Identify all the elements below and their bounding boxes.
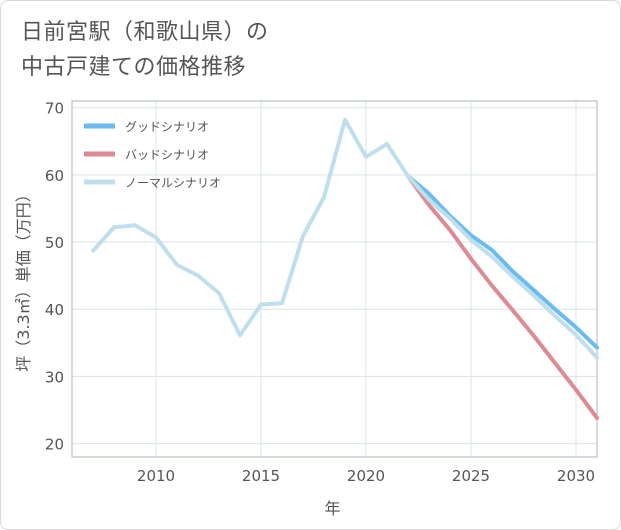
chart-title: 日前宮駅（和歌山県）の 中古戸建ての価格推移 [21, 15, 269, 85]
data-point [196, 274, 200, 278]
y-tick-label: 20 [45, 436, 64, 454]
data-point [574, 325, 578, 329]
y-tick-label: 40 [45, 301, 64, 319]
x-axis-label: 年 [324, 499, 340, 518]
x-tick-label: 2030 [557, 467, 595, 485]
x-tick-label: 2010 [137, 467, 175, 485]
data-point [238, 333, 242, 338]
data-point [469, 233, 473, 237]
chart-title-line2: 中古戸建ての価格推移 [21, 55, 247, 80]
series-2 [406, 174, 599, 420]
data-point [469, 238, 473, 242]
y-tick-label: 50 [45, 234, 64, 252]
data-point [511, 270, 515, 274]
data-point [595, 355, 599, 360]
data-point [427, 203, 431, 207]
data-point [574, 388, 578, 392]
x-tick-label: 2015 [242, 467, 280, 485]
data-point [364, 155, 368, 159]
data-point [511, 308, 515, 313]
legend-label: グッドシナリオ [125, 120, 209, 134]
data-point [154, 235, 158, 239]
x-tick-label: 2025 [452, 467, 490, 485]
y-tick-label: 60 [45, 167, 64, 185]
data-point [322, 195, 326, 199]
data-point [469, 257, 473, 261]
data-point [133, 223, 137, 227]
data-point [490, 255, 494, 259]
data-point [385, 142, 389, 146]
data-point [259, 302, 263, 307]
data-point [490, 284, 494, 288]
data-point [490, 248, 494, 252]
data-point [448, 228, 452, 232]
legend-label: バッドシナリオ [125, 148, 209, 162]
data-point [301, 234, 305, 238]
series-3 [91, 117, 599, 360]
y-tick-label: 30 [45, 368, 64, 386]
series-1 [406, 174, 599, 350]
data-point [175, 263, 179, 267]
data-point [553, 307, 557, 311]
x-tick-label: 2020 [347, 467, 385, 485]
series-line [406, 174, 599, 420]
data-point [595, 416, 599, 420]
data-point [112, 225, 116, 229]
data-point [595, 345, 599, 350]
plot-frame [71, 100, 598, 458]
data-point [511, 275, 515, 279]
legend-label: ノーマルシナリオ [125, 176, 221, 190]
data-point [553, 314, 557, 318]
data-point [217, 291, 221, 295]
data-point [427, 192, 431, 196]
y-axis-label: 坪（3.3㎡）単価（万円） [14, 186, 33, 371]
data-point [532, 334, 536, 338]
series-line [406, 174, 599, 350]
data-point [574, 333, 578, 337]
chart-title-line1: 日前宮駅（和歌山県）の [21, 20, 269, 45]
data-point [448, 216, 452, 221]
data-point [343, 118, 347, 122]
data-point [427, 198, 431, 202]
data-point [91, 249, 95, 253]
y-tick-label: 70 [45, 100, 64, 118]
data-point [553, 361, 557, 365]
data-point [280, 301, 284, 305]
data-point [532, 294, 536, 298]
data-point [532, 288, 536, 293]
data-point [406, 174, 410, 178]
